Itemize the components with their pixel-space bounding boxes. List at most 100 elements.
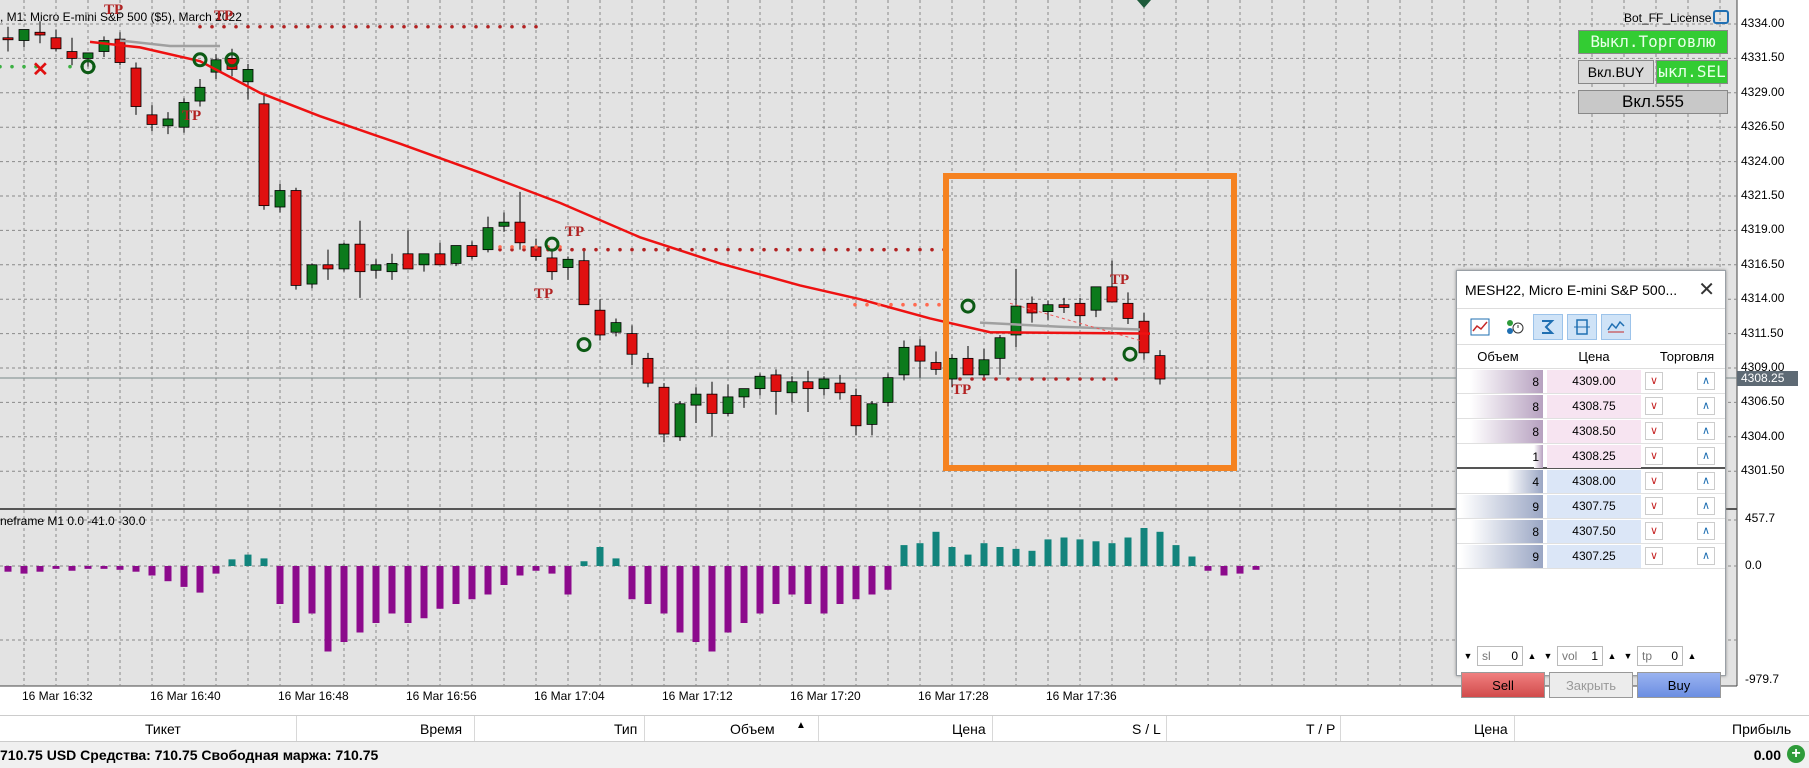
dom-bid-row[interactable]: 9 4307.75 ∨ ∧ [1457,494,1725,519]
sell-limit-icon[interactable]: ∨ [1645,447,1663,465]
buy-limit-icon[interactable]: ∧ [1697,522,1715,540]
tp-level-dot [786,247,790,252]
add-icon[interactable]: + [1787,745,1805,763]
volume-bar [1470,395,1543,418]
candle [642,357,654,384]
dom-ask-row[interactable]: 8 4308.50 ∨ ∧ [1457,419,1725,444]
dom-price[interactable]: 4308.25 [1547,445,1641,468]
sell-limit-icon[interactable]: ∨ [1645,472,1663,490]
tp-level-dot [582,247,586,252]
chart-canvas[interactable]: ✕ [0,0,1809,715]
indicator-scale-label: 0.0 [1745,558,1762,572]
candle [1026,302,1038,314]
sell-limit-icon[interactable]: ∨ [1645,547,1663,565]
time-scale-label: 16 Mar 16:40 [150,689,221,703]
chart-icon[interactable] [1465,314,1495,340]
buy-limit-icon[interactable]: ∧ [1697,497,1715,515]
vol-up-icon[interactable]: ▲ [1607,651,1617,661]
entry-dot [510,245,514,249]
stop-dot [68,64,72,69]
buy-button[interactable]: Buy [1637,672,1721,698]
buy-limit-icon[interactable]: ∧ [1697,547,1715,565]
col-type[interactable]: Тип [614,721,638,737]
price-scale-label: 4311.50 [1741,325,1784,340]
buy-limit-icon[interactable]: ∧ [1697,397,1715,415]
buy-limit-icon[interactable]: ∧ [1697,447,1715,465]
tp-label: TP [1110,272,1130,288]
dom-price[interactable]: 4308.50 [1547,420,1641,443]
sort-asc-icon[interactable]: ▲ [796,720,806,731]
candle [338,243,350,270]
col-profit[interactable]: Прибыль [1732,721,1792,737]
sell-limit-icon[interactable]: ∨ [1645,522,1663,540]
dom-volume: 4 [1532,475,1539,489]
sl-down-icon[interactable]: ▼ [1463,651,1473,661]
col-tp[interactable]: T / P [1306,721,1336,737]
price-scale-label: 4316.50 [1741,256,1785,271]
dom-ask-row[interactable]: 8 4308.75 ∨ ∧ [1457,394,1725,419]
dom-price[interactable]: 4307.50 [1547,520,1641,543]
volume-input[interactable]: vol 1 [1557,646,1603,666]
sell-limit-icon[interactable]: ∨ [1645,397,1663,415]
buy-limit-icon[interactable]: ∧ [1697,422,1715,440]
dom-bid-row[interactable]: 8 4307.50 ∨ ∧ [1457,519,1725,544]
tp-level-dot [306,24,310,29]
center-icon[interactable] [1567,313,1597,340]
depth-of-market-window[interactable]: MESH22, Micro E-mini S&P 500... ✕ Объем … [1456,270,1726,698]
histogram-bar [516,566,524,576]
price-chart[interactable]: ✕ , M1: Micro E-mini S&P 500 ($5), March… [0,0,1809,715]
time-sales-icon[interactable] [1499,314,1529,340]
grey-signal-line [119,39,220,48]
column-divider [474,716,475,741]
vol-down-icon[interactable]: ▼ [1543,651,1553,661]
dom-header[interactable]: MESH22, Micro E-mini S&P 500... ✕ [1457,271,1725,309]
sl-input[interactable]: sl 0 [1477,646,1523,666]
col-current-price[interactable]: Цена [1474,721,1508,737]
ea-settings-icon[interactable] [1713,10,1729,24]
candle [1074,302,1086,317]
buy-limit-icon[interactable]: ∧ [1697,472,1715,490]
dom-price[interactable]: 4307.25 [1547,545,1641,568]
col-price[interactable]: Цена [952,721,986,737]
dom-price[interactable]: 4308.00 [1547,470,1641,493]
ea-name: Bot_FF_License [1624,11,1712,25]
dom-volume: 1 [1532,450,1539,464]
close-position-button[interactable]: Закрыть [1549,672,1633,698]
histogram-bar [1204,566,1212,571]
col-time[interactable]: Время [420,721,463,737]
dom-ask-row[interactable]: 8 4309.00 ∨ ∧ [1457,369,1725,394]
sell-limit-icon[interactable]: ∨ [1645,497,1663,515]
dom-price[interactable]: 4307.75 [1547,495,1641,518]
depth-settings-icon[interactable] [1533,313,1563,340]
candle [578,260,590,306]
candle [1010,305,1022,336]
ticks-icon[interactable] [1601,313,1631,340]
dom-ask-row[interactable]: 1 4308.25 ∨ ∧ [1457,444,1725,469]
trade-off-button[interactable]: Выкл.Торговлю [1578,30,1728,54]
close-icon[interactable]: ✕ [1698,279,1715,301]
dom-bid-row[interactable]: 4 4308.00 ∨ ∧ [1457,469,1725,494]
sell-limit-icon[interactable]: ∨ [1645,372,1663,390]
dom-bid-row[interactable]: 9 4307.25 ∨ ∧ [1457,544,1725,569]
col-volume[interactable]: Объем [730,721,775,737]
col-ticket[interactable]: Тикет [145,721,181,737]
histogram-bar [996,547,1004,566]
tp-level-dot [994,377,998,381]
candle [546,257,558,273]
candle [98,40,110,52]
sell-off-button[interactable]: ыкл.SEL [1656,60,1728,84]
histogram-bar [20,566,28,574]
tp-up-icon[interactable]: ▲ [1687,651,1697,661]
tp-input[interactable]: tp 0 [1637,646,1683,666]
buy-on-button[interactable]: Вкл.BUY [1578,60,1654,84]
buy-limit-icon[interactable]: ∧ [1697,372,1715,390]
col-sl[interactable]: S / L [1132,721,1161,737]
candle [66,51,78,59]
dom-price[interactable]: 4309.00 [1547,370,1641,393]
dom-price[interactable]: 4308.75 [1547,395,1641,418]
tp-down-icon[interactable]: ▼ [1623,651,1633,661]
sell-button[interactable]: Sell [1461,672,1545,698]
sl-up-icon[interactable]: ▲ [1527,651,1537,661]
mode-555-button[interactable]: Вкл.555 [1578,90,1728,114]
sell-limit-icon[interactable]: ∨ [1645,422,1663,440]
